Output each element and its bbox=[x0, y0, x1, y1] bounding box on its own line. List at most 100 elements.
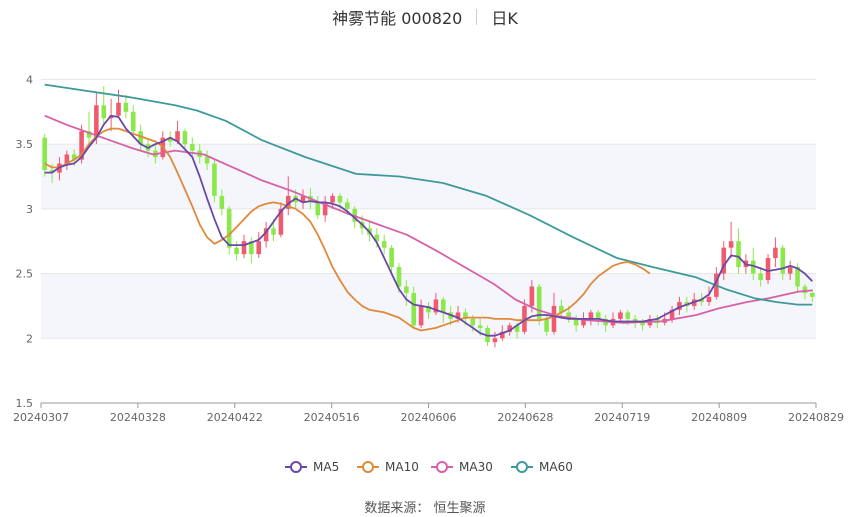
x-tick-label: 20240628 bbox=[497, 411, 553, 424]
candle bbox=[536, 286, 542, 319]
candle bbox=[256, 241, 262, 255]
x-tick-label: 20240606 bbox=[401, 411, 457, 424]
candle bbox=[765, 258, 771, 281]
candle bbox=[721, 247, 727, 274]
candle bbox=[42, 137, 47, 171]
candle bbox=[418, 305, 424, 326]
candle bbox=[190, 144, 195, 151]
title-separator bbox=[476, 9, 478, 25]
x-tick-label: 20240829 bbox=[788, 411, 844, 424]
candle bbox=[138, 131, 143, 145]
candle bbox=[426, 305, 431, 313]
legend-label: MA5 bbox=[313, 460, 339, 474]
candle bbox=[271, 228, 276, 235]
candle bbox=[625, 312, 631, 319]
data-source: 数据来源： 恒生聚源 bbox=[364, 501, 486, 516]
candle bbox=[263, 228, 269, 242]
candle bbox=[477, 325, 483, 328]
y-tick-label: 1.5 bbox=[16, 397, 34, 410]
legend-marker bbox=[436, 461, 448, 473]
candle bbox=[330, 195, 335, 203]
candle bbox=[810, 292, 815, 297]
candle bbox=[758, 273, 763, 281]
candle bbox=[71, 154, 77, 160]
candle bbox=[130, 111, 136, 132]
candle bbox=[49, 170, 55, 173]
y-tick-label: 3.5 bbox=[16, 138, 34, 151]
candle bbox=[802, 286, 808, 293]
candle bbox=[411, 292, 417, 326]
candle bbox=[618, 312, 623, 319]
candle bbox=[640, 322, 645, 326]
legend-label: MA60 bbox=[539, 460, 573, 474]
chart-title: 神雾节能 000820 bbox=[332, 9, 463, 28]
legend-marker bbox=[516, 461, 528, 473]
candle bbox=[396, 267, 402, 287]
candle bbox=[529, 286, 535, 306]
candle bbox=[588, 312, 594, 319]
ma10-line bbox=[44, 127, 651, 332]
legend: MA5 MA10 MA30 MA60 bbox=[285, 460, 573, 474]
candle bbox=[773, 247, 778, 259]
candle bbox=[219, 195, 225, 209]
candle bbox=[507, 325, 512, 332]
x-tick-label: 20240809 bbox=[691, 411, 747, 424]
x-tick-label: 20240328 bbox=[110, 411, 166, 424]
candle bbox=[64, 154, 70, 164]
x-axis: 20240307 20240328 20240422 20240516 20240606… bbox=[13, 403, 844, 424]
candle bbox=[278, 208, 284, 235]
candle bbox=[167, 137, 173, 142]
y-tick-label: 3 bbox=[26, 203, 33, 216]
period-label[interactable]: 日K bbox=[491, 9, 518, 28]
candle bbox=[581, 318, 586, 326]
ma5-line bbox=[44, 114, 813, 337]
candle bbox=[463, 312, 468, 319]
y-axis: 1.5 2 2.5 3 3.5 4 bbox=[16, 73, 34, 410]
ma30-line bbox=[44, 114, 813, 324]
candle bbox=[389, 247, 394, 268]
candle bbox=[226, 208, 232, 248]
y-tick-label: 4 bbox=[26, 73, 33, 86]
candle bbox=[79, 131, 84, 160]
candle bbox=[300, 195, 306, 203]
y-tick-label: 2 bbox=[26, 332, 33, 345]
candle bbox=[381, 241, 387, 248]
candle bbox=[514, 325, 520, 332]
candle bbox=[204, 157, 210, 164]
grid-band bbox=[41, 144, 816, 209]
x-tick-label: 20240307 bbox=[13, 411, 69, 424]
candle bbox=[337, 195, 343, 203]
candle bbox=[249, 241, 254, 255]
candle bbox=[595, 312, 601, 319]
candle bbox=[566, 312, 572, 319]
candle bbox=[677, 302, 682, 310]
ma-lines bbox=[44, 83, 813, 337]
candle bbox=[492, 338, 498, 343]
candle bbox=[470, 318, 476, 326]
x-tick-label: 20240719 bbox=[594, 411, 650, 424]
candle bbox=[212, 163, 217, 196]
legend-label: MA30 bbox=[459, 460, 493, 474]
legend-label: MA10 bbox=[385, 460, 419, 474]
candle bbox=[285, 195, 291, 209]
candle bbox=[241, 241, 247, 255]
candle bbox=[345, 202, 350, 209]
candle bbox=[522, 305, 527, 332]
candle bbox=[500, 331, 505, 339]
candle bbox=[440, 299, 446, 313]
candle bbox=[551, 305, 557, 332]
candle bbox=[101, 105, 107, 119]
x-tick-label: 20240516 bbox=[304, 411, 360, 424]
candle bbox=[669, 309, 675, 319]
candle bbox=[780, 247, 786, 274]
y-tick-label: 2.5 bbox=[16, 268, 34, 281]
candle bbox=[175, 131, 180, 142]
candle bbox=[433, 299, 439, 313]
candle bbox=[750, 260, 756, 274]
candle bbox=[706, 296, 712, 303]
candle bbox=[559, 305, 564, 313]
candle bbox=[573, 318, 579, 326]
candle bbox=[787, 267, 793, 274]
candle bbox=[736, 241, 741, 268]
